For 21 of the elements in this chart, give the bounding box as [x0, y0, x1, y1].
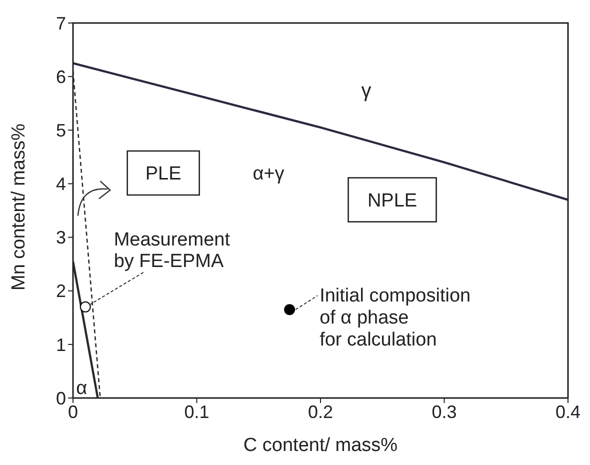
y-tick-label: 1: [56, 334, 66, 355]
y-tick-label: 2: [56, 281, 66, 302]
y-tick-label: 7: [56, 13, 66, 34]
x-tick-label: 0.2: [308, 402, 334, 422]
y-tick-label: 3: [56, 228, 66, 248]
annotation: α: [76, 378, 88, 399]
y-tick-label: 6: [56, 66, 66, 87]
annotation: Initial composition of α phase for calculation: [320, 286, 471, 350]
x-tick-label: 0.1: [184, 402, 210, 422]
y-tick-label: 5: [56, 120, 66, 141]
annotation: NPLE: [367, 190, 418, 212]
x-tick-label: 0.4: [555, 402, 581, 422]
annotation: α+γ: [252, 164, 285, 185]
annotation: Measurement by FE-EPMA: [114, 229, 231, 272]
annotation: PLE: [145, 164, 182, 185]
y-tick-label: 0: [56, 388, 66, 408]
annotation: γ: [361, 80, 372, 102]
y-tick-label: 4: [56, 174, 66, 194]
x-axis-title: C content/ mass%: [243, 435, 398, 456]
x-tick-label: 0.3: [432, 402, 457, 422]
y-axis-title: Mn content/ mass%: [8, 124, 30, 290]
